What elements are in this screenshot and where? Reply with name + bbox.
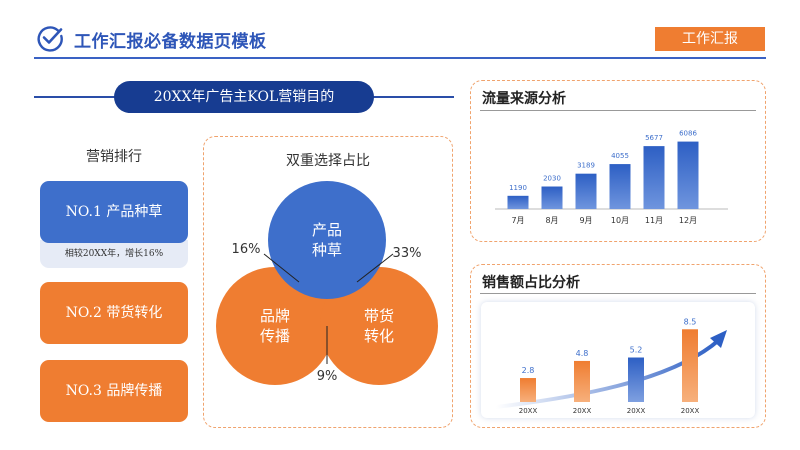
trend-arrow-head-icon	[710, 330, 727, 348]
venn-circle-top	[268, 181, 386, 299]
rank-1-note: 相较20XX年，增长16%	[40, 240, 188, 268]
traffic-chart-title: 流量来源分析	[482, 91, 566, 107]
traffic-panel	[470, 80, 766, 242]
traffic-category-label: 12月	[679, 216, 697, 225]
sales-chart-title: 销售额占比分析	[482, 275, 580, 291]
sales-bar	[682, 329, 698, 402]
sales-bar	[628, 357, 644, 402]
header-badge: 工作汇报	[655, 27, 765, 51]
venn-label-right-2: 转化	[364, 327, 394, 345]
traffic-category-label: 10月	[611, 216, 629, 225]
venn-title: 双重选择占比	[286, 153, 370, 169]
traffic-category-label: 7月	[511, 216, 524, 225]
traffic-bar	[575, 173, 597, 209]
overlap-value-right: 33%	[393, 246, 422, 261]
traffic-value-label: 2030	[543, 175, 561, 183]
leader-line-right	[356, 253, 394, 283]
traffic-value-label: 1190	[509, 184, 527, 192]
traffic-bar	[677, 141, 699, 209]
leader-line-left	[263, 253, 300, 283]
sales-value-label: 4.8	[576, 349, 589, 358]
traffic-bar-chart: 1190 7月 2030 8月 3189 9月 4055 10月 5677 11月 6086 12月	[495, 130, 728, 225]
traffic-category-label: 8月	[545, 216, 558, 225]
traffic-value-label: 3189	[577, 162, 595, 170]
objective-title: 20XX年广告主KOL营销目的	[114, 81, 374, 113]
venn-label-top-1: 产品	[312, 221, 342, 239]
traffic-bar	[643, 146, 665, 209]
check-circle-icon	[37, 26, 63, 52]
traffic-category-label: 11月	[645, 216, 663, 225]
traffic-category-label: 9月	[579, 216, 592, 225]
sales-bar	[574, 360, 590, 402]
sales-bar	[520, 378, 536, 402]
sales-value-label: 8.5	[684, 317, 697, 326]
overlap-value-bottom: 9%	[317, 369, 338, 384]
traffic-bar	[541, 186, 563, 209]
venn-panel	[203, 136, 453, 428]
traffic-value-label: 6086	[679, 130, 697, 138]
overlap-value-left: 16%	[232, 242, 261, 257]
venn-label-left-2: 传播	[260, 327, 290, 345]
header: 工作汇报必备数据页模板 工作汇报	[0, 0, 800, 62]
sales-category-label: 20XX	[681, 407, 700, 415]
sales-category-label: 20XX	[573, 407, 592, 415]
page-title: 工作汇报必备数据页模板	[74, 32, 267, 52]
venn-circle-bottom-left	[216, 267, 334, 385]
venn-diagram: 产品 种草 品牌 传播 带货 转化 16% 33% 9%	[216, 181, 438, 385]
sales-panel	[470, 264, 766, 428]
sales-category-label: 20XX	[519, 407, 538, 415]
sales-value-label: 2.8	[522, 366, 535, 375]
traffic-bar	[507, 195, 529, 209]
rank-card-2: NO.2 带货转化	[40, 282, 188, 344]
rank-card-1: NO.1 产品种草	[40, 181, 188, 243]
trend-arrow-line	[494, 338, 721, 409]
sales-bar-chart: 2.8 20XX 4.8 20XX 5.2 20XX 8.5 20XX	[494, 317, 727, 415]
traffic-title-divider	[480, 110, 756, 111]
sales-value-label: 5.2	[630, 346, 643, 355]
sales-title-divider	[480, 293, 756, 294]
venn-circle-bottom-right	[320, 267, 438, 385]
ranking-title: 营销排行	[86, 149, 142, 165]
traffic-value-label: 4055	[611, 152, 629, 160]
traffic-bar	[609, 164, 631, 209]
rank-card-3: NO.3 品牌传播	[40, 360, 188, 422]
header-divider	[34, 57, 766, 59]
traffic-value-label: 5677	[645, 134, 663, 142]
venn-label-right-1: 带货	[364, 307, 394, 325]
sales-category-label: 20XX	[627, 407, 646, 415]
venn-label-left-1: 品牌	[260, 307, 290, 325]
venn-label-top-2: 种草	[312, 241, 342, 259]
